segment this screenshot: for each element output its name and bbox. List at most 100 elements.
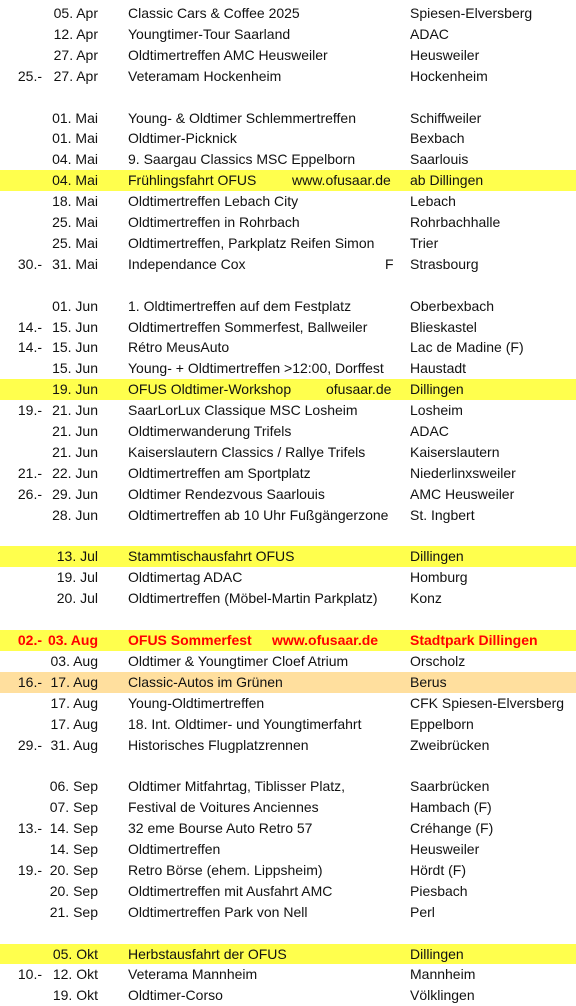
- event-date: 05. Okt: [52, 945, 98, 962]
- event-row: 05. Okt Herbstausfahrt der OFUS Dillingen: [0, 943, 576, 965]
- event-row: 25.- 27. Apr Veteramam Hockenheim Hockenhei…: [0, 66, 576, 87]
- event-location: Berus: [410, 673, 447, 690]
- event-row: 25. Mai Oldtimertreffen, Parkplatz Reifen…: [0, 233, 576, 254]
- event-title: Oldtimer Rendezvous Saarlouis: [128, 485, 325, 502]
- event-date: 03. Aug: [50, 652, 99, 669]
- event-date: 21. Jun: [52, 443, 98, 460]
- event-title: Oldtimertreffen Sommerfest, Ballweiler: [128, 318, 368, 335]
- event-title: Oldtimerwanderung Trifels: [128, 423, 292, 439]
- event-location: Zweibrücken: [410, 736, 490, 753]
- event-location: Hördt (F): [410, 861, 466, 878]
- event-date: 17. Aug: [50, 673, 99, 690]
- event-location: Blieskastel: [410, 318, 477, 335]
- event-row: 21.- 22. Jun Oldtimertreffen am Sportplatz…: [0, 463, 576, 484]
- event-start-date: 29.-: [17, 736, 42, 753]
- event-date: 14. Sep: [49, 841, 98, 857]
- event-start-date: 19.-: [17, 861, 42, 878]
- event-title: Oldtimertreffen mit Ausfahrt AMC: [128, 882, 333, 899]
- event-start-date: 19.-: [17, 402, 42, 419]
- event-start-date: 10.-: [17, 966, 42, 983]
- event-title: Independance Cox: [128, 255, 246, 272]
- event-title: Oldtimertreffen AMC Heusweiler: [128, 46, 328, 63]
- event-location: ADAC: [410, 25, 449, 42]
- event-date: 01. Jun: [52, 297, 98, 314]
- event-title: OFUS Oldtimer-Workshop: [128, 381, 292, 398]
- event-title: Oldtimer-Picknick: [128, 130, 237, 147]
- event-title: Herbstausfahrt der OFUS: [128, 945, 287, 962]
- event-row: 26.- 29. Jun Oldtimer Rendezvous Saarlouis…: [0, 484, 576, 505]
- event-location: Saarbrücken: [410, 778, 490, 795]
- event-date: 27. Apr: [53, 46, 98, 63]
- event-date: 17. Aug: [50, 715, 99, 732]
- event-row: 06. Sep Oldtimer Mitfahrtag, Tiblisser Pl…: [0, 776, 576, 797]
- event-location: Oberbexbach: [410, 297, 495, 314]
- event-location: Heusweiler: [410, 841, 480, 857]
- event-location: Dillingen: [410, 945, 464, 962]
- event-row: 13. Jul Stammtischausfahrt OFUS Dillingen: [0, 546, 576, 568]
- event-location: Piesbach: [410, 882, 468, 899]
- event-row: 20. Jul Oldtimertreffen (Möbel-Martin Par…: [0, 588, 576, 609]
- event-row: 14.- 15. Jun Rétro MeusAuto Lac de Madine (…: [0, 337, 576, 358]
- event-date: 12. Okt: [52, 966, 98, 983]
- event-row: 15. Jun Young- + Oldtimertreffen >12:00, …: [0, 358, 576, 379]
- event-location: Mannheim: [410, 966, 476, 983]
- event-date: 06. Sep: [49, 778, 98, 795]
- event-location: Lac de Madine (F): [410, 339, 524, 356]
- event-row: 30.- 31. Mai Independance Cox F Strasbourg: [0, 254, 576, 275]
- event-start-date: 13.-: [17, 820, 42, 837]
- event-date: 31. Mai: [52, 255, 98, 272]
- event-date: 04. Mai: [52, 151, 98, 168]
- event-date: 19. Jun: [52, 381, 98, 398]
- event-date: 21. Jun: [52, 423, 98, 439]
- event-row: 03. Aug Oldtimer & Youngtimer Cloef Atriu…: [0, 651, 576, 672]
- event-row: 05. Apr Classic Cars & Coffee 2025 Spiesen…: [0, 3, 576, 24]
- event-row: 21. Sep Oldtimertreffen Park von Nell Perl: [0, 902, 576, 923]
- event-date: 12. Apr: [53, 25, 98, 42]
- event-date: 28. Jun: [52, 506, 98, 523]
- event-title: Youngtimer-Tour Saarland: [128, 25, 291, 42]
- event-title: Frühlingsfahrt OFUS: [128, 172, 257, 189]
- event-title: Oldtimer Mitfahrtag, Tiblisser Platz,: [128, 778, 346, 795]
- event-row: 21. Jun Kaiserslautern Classics / Rallye …: [0, 442, 576, 463]
- event-row: 04. Mai Frühlingsfahrt OFUS www.ofusaar.de…: [0, 170, 576, 192]
- event-location: Haustadt: [410, 360, 467, 377]
- event-date: 19. Okt: [52, 987, 98, 1004]
- event-date: 20. Jul: [56, 590, 98, 607]
- event-start-date: 02.-: [17, 632, 42, 648]
- event-date: 04. Mai: [52, 172, 98, 189]
- event-location: AMC Heusweiler: [410, 485, 515, 502]
- event-location: CFK Spiesen-Elversberg: [410, 694, 565, 711]
- event-row: 17. Aug 18. Int. Oldtimer- und Youngtimer…: [0, 714, 576, 735]
- event-location: Perl: [410, 903, 435, 920]
- event-location: Saarlouis: [410, 151, 469, 168]
- event-date: 01. Mai: [52, 109, 98, 126]
- event-location: Kaiserslautern: [410, 443, 500, 460]
- event-location: Rohrbachhalle: [410, 214, 501, 230]
- event-title: 1. Oldtimertreffen auf dem Festplatz: [128, 297, 352, 314]
- event-location: Eppelborn: [410, 715, 474, 732]
- event-date: 15. Jun: [52, 360, 98, 377]
- event-location: Niederlinxsweiler: [410, 464, 516, 481]
- event-title: SaarLorLux Classique MSC Losheim: [128, 402, 358, 419]
- event-title: Oldtimer-Corso: [128, 987, 223, 1004]
- event-title: Oldtimertreffen (Möbel-Martin Parkplatz): [128, 590, 378, 607]
- event-row: 01. Jun 1. Oldtimertreffen auf dem Festpl…: [0, 296, 576, 317]
- event-location: Dillingen: [410, 381, 464, 398]
- event-row: 10.- 12. Okt Veterama Mannheim Mannheim: [0, 964, 576, 985]
- event-date: 01. Mai: [52, 130, 98, 147]
- event-location: Lebach: [410, 193, 456, 210]
- event-location: Bexbach: [410, 130, 465, 147]
- event-row: 19. Okt Oldtimer-Corso Völklingen: [0, 985, 576, 1006]
- event-location: Dillingen: [410, 548, 464, 565]
- event-location: Heusweiler: [410, 46, 480, 63]
- event-title: Classic-Autos im Grünen: [128, 673, 283, 690]
- event-location: Hambach (F): [410, 799, 492, 816]
- event-row: 04. Mai 9. Saargau Classics MSC Eppelbor…: [0, 149, 576, 170]
- event-date: 14. Sep: [49, 820, 98, 837]
- event-start-date: 21.-: [17, 464, 42, 481]
- event-location: ab Dillingen: [410, 172, 484, 189]
- event-date: 19. Jul: [56, 569, 98, 586]
- event-website: ofusaar.de: [326, 381, 392, 398]
- event-row: 19.- 20. Sep Retro Börse (ehem. Lippsheim)…: [0, 860, 576, 881]
- event-title: Rétro MeusAuto: [128, 339, 230, 356]
